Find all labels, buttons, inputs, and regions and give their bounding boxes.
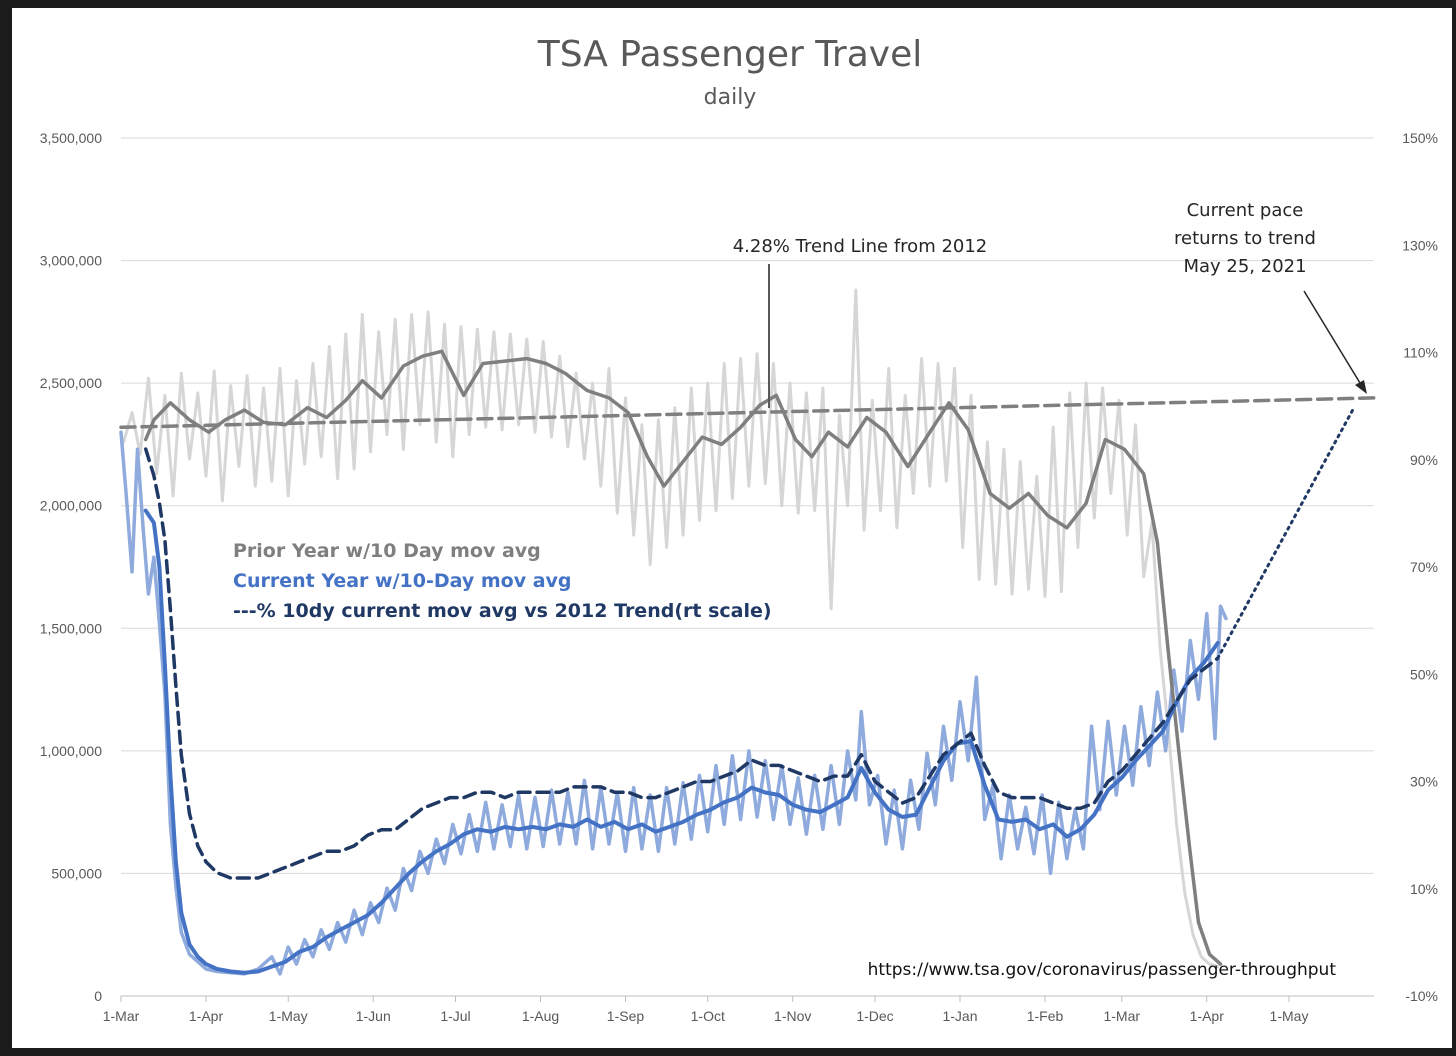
projection-dotted-line bbox=[1216, 404, 1357, 660]
chart-subtitle: daily bbox=[704, 85, 757, 110]
current-year-daily-line bbox=[119, 430, 1228, 976]
y-left-tick-label: 1,000,000 bbox=[40, 743, 102, 759]
pace-annotation-line3: May 25, 2021 bbox=[1183, 256, 1306, 277]
y-right-tick-label: 130% bbox=[1402, 237, 1438, 253]
x-tick-label: 1-Nov bbox=[774, 1008, 811, 1024]
y-left-tick-label: 2,000,000 bbox=[40, 498, 102, 514]
source-url: https://www.tsa.gov/coronavirus/passenge… bbox=[868, 960, 1337, 980]
x-tick-label: 1-Mar bbox=[1103, 1008, 1140, 1024]
y-right-tick-label: 30% bbox=[1410, 774, 1438, 790]
x-tick-label: 1-May bbox=[269, 1008, 308, 1024]
pct-vs-trend-line bbox=[143, 447, 1220, 880]
y-right-tick-label: 110% bbox=[1403, 345, 1438, 361]
y-right-tick-label: 90% bbox=[1410, 452, 1438, 468]
y-left-tick-label: 3,000,000 bbox=[40, 253, 102, 269]
legend-prior-year: Prior Year w/10 Day mov avg bbox=[233, 540, 541, 562]
y-left-axis: 0 500,000 1,000,000 1,500,000 2,000,000 2,500… bbox=[40, 130, 103, 1004]
plot-area bbox=[119, 288, 1376, 976]
x-tick-label: 1-Sep bbox=[607, 1008, 645, 1024]
x-tick-label: 1-Oct bbox=[691, 1008, 725, 1024]
y-right-tick-label: 50% bbox=[1410, 666, 1438, 682]
gridlines bbox=[121, 137, 1374, 874]
y-left-tick-label: 2,500,000 bbox=[40, 375, 102, 391]
y-right-axis: -10% 10% 30% 50% 70% 90% 110% 130% 150% bbox=[1402, 130, 1438, 1004]
x-tick-label: 1-Apr bbox=[189, 1008, 224, 1024]
x-tick-label: 1-Apr bbox=[1190, 1008, 1225, 1024]
y-right-tick-label: -10% bbox=[1405, 988, 1438, 1004]
x-tick-label: 1-May bbox=[1270, 1008, 1309, 1024]
chart-frame: TSA Passenger Travel daily 0 500,000 1,000… bbox=[12, 8, 1452, 1048]
pace-annotation-line1: Current pace bbox=[1187, 200, 1304, 221]
y-left-tick-label: 3,500,000 bbox=[40, 130, 102, 146]
legend-pct-vs-trend: ---% 10dy current mov avg vs 2012 Trend(… bbox=[233, 600, 772, 622]
pace-annotation-line2: returns to trend bbox=[1174, 228, 1316, 249]
pace-arrow-line bbox=[1303, 290, 1361, 384]
chart-svg: TSA Passenger Travel daily 0 500,000 1,000… bbox=[40, 34, 1438, 1024]
y-left-tick-label: 1,500,000 bbox=[40, 620, 102, 636]
x-tick-label: 1-Mar bbox=[103, 1008, 140, 1024]
legend: Prior Year w/10 Day mov avg Current Year… bbox=[233, 540, 772, 622]
pace-arrow-head bbox=[1355, 380, 1367, 394]
x-tick-label: 1-Aug bbox=[522, 1008, 559, 1024]
y-right-tick-label: 150% bbox=[1402, 130, 1438, 146]
y-left-tick-label: 0 bbox=[94, 988, 102, 1004]
current-year-avg-line bbox=[143, 508, 1220, 975]
x-tick-label: 1-Jan bbox=[942, 1008, 977, 1024]
x-tick-label: 1-Jul bbox=[440, 1008, 470, 1024]
trend-line bbox=[119, 396, 1376, 430]
y-right-tick-label: 10% bbox=[1410, 881, 1438, 897]
x-tick-label: 1-Jun bbox=[356, 1008, 391, 1024]
x-tick-label: 1-Feb bbox=[1027, 1008, 1064, 1024]
y-left-tick-label: 500,000 bbox=[51, 865, 102, 881]
x-tick-label: 1-Dec bbox=[856, 1008, 893, 1024]
legend-current-year: Current Year w/10-Day mov avg bbox=[233, 570, 572, 592]
chart-title: TSA Passenger Travel bbox=[537, 34, 922, 75]
trend-line-annotation: 4.28% Trend Line from 2012 bbox=[733, 236, 988, 257]
y-right-tick-label: 70% bbox=[1410, 559, 1438, 575]
prior-year-avg-line bbox=[143, 349, 1223, 966]
x-axis: 1-Mar 1-Apr 1-May 1-Jun 1-Jul 1-Aug 1-Sep 1-Oct… bbox=[103, 995, 1374, 1024]
